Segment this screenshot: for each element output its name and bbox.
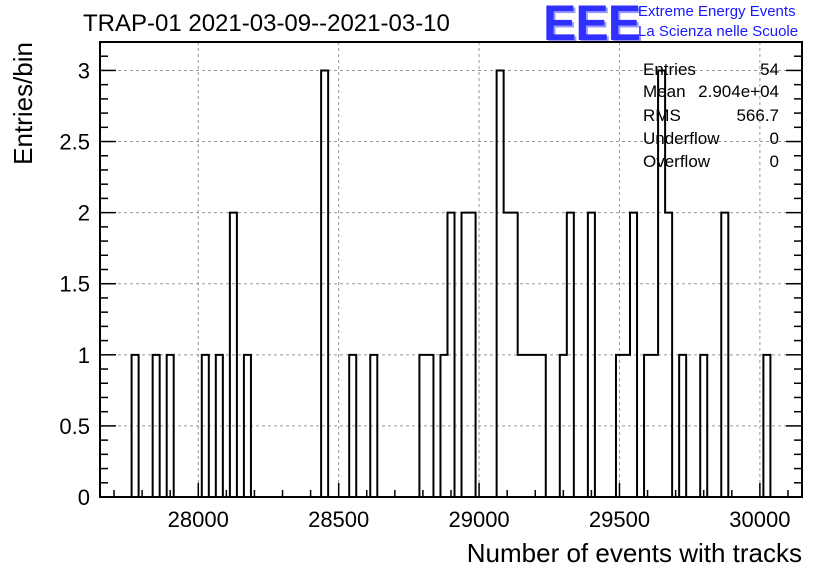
x-tick-label: 28000 — [168, 507, 229, 532]
axes: 28000 28500 29000 29500 30000 0 0.5 1 1.5 2 2.5 3 — [59, 41, 803, 532]
stats-label-overflow: Overflow — [643, 152, 711, 171]
chart-title: TRAP-01 2021-03-09--2021-03-10 — [83, 10, 450, 37]
x-axis-label: Number of events with tracks — [467, 538, 802, 568]
stats-value-mean: 2.904e+04 — [698, 82, 779, 101]
x-tick-label: 29500 — [589, 507, 650, 532]
y-tick-label: 0 — [78, 485, 90, 510]
grid-lines — [100, 42, 802, 497]
y-tick-label: 2 — [78, 201, 90, 226]
y-tick-label: 0.5 — [59, 414, 90, 439]
plot-frame — [99, 41, 803, 498]
y-axis-label: Entries/bin — [8, 42, 38, 165]
y-tick-label: 1.5 — [59, 272, 90, 297]
stats-label-mean: Mean — [643, 82, 686, 101]
x-tick-label: 28500 — [308, 507, 369, 532]
stats-label-underflow: Underflow — [643, 129, 720, 148]
stats-value-entries: 54 — [760, 60, 779, 79]
logo-text-line1: Extreme Energy Events — [638, 3, 796, 20]
y-tick-label: 3 — [78, 58, 90, 83]
histogram-step-line — [130, 69, 772, 497]
y-tick-label: 1 — [78, 343, 90, 368]
stats-value-underflow: 0 — [769, 129, 779, 148]
y-tick-label: 2.5 — [59, 130, 90, 155]
eee-logo: EEE Extreme Energy Events La Scienza nel… — [543, 0, 833, 51]
stats-value-overflow: 0 — [769, 152, 779, 171]
x-tick-label: 29000 — [448, 507, 509, 532]
logo-text-line2: La Scienza nelle Scuole — [638, 23, 799, 40]
stats-label-entries: Entries — [643, 60, 696, 79]
stats-value-rms: 566.7 — [736, 106, 779, 125]
x-tick-label: 30000 — [729, 507, 790, 532]
stats-label-rms: RMS — [643, 106, 681, 125]
